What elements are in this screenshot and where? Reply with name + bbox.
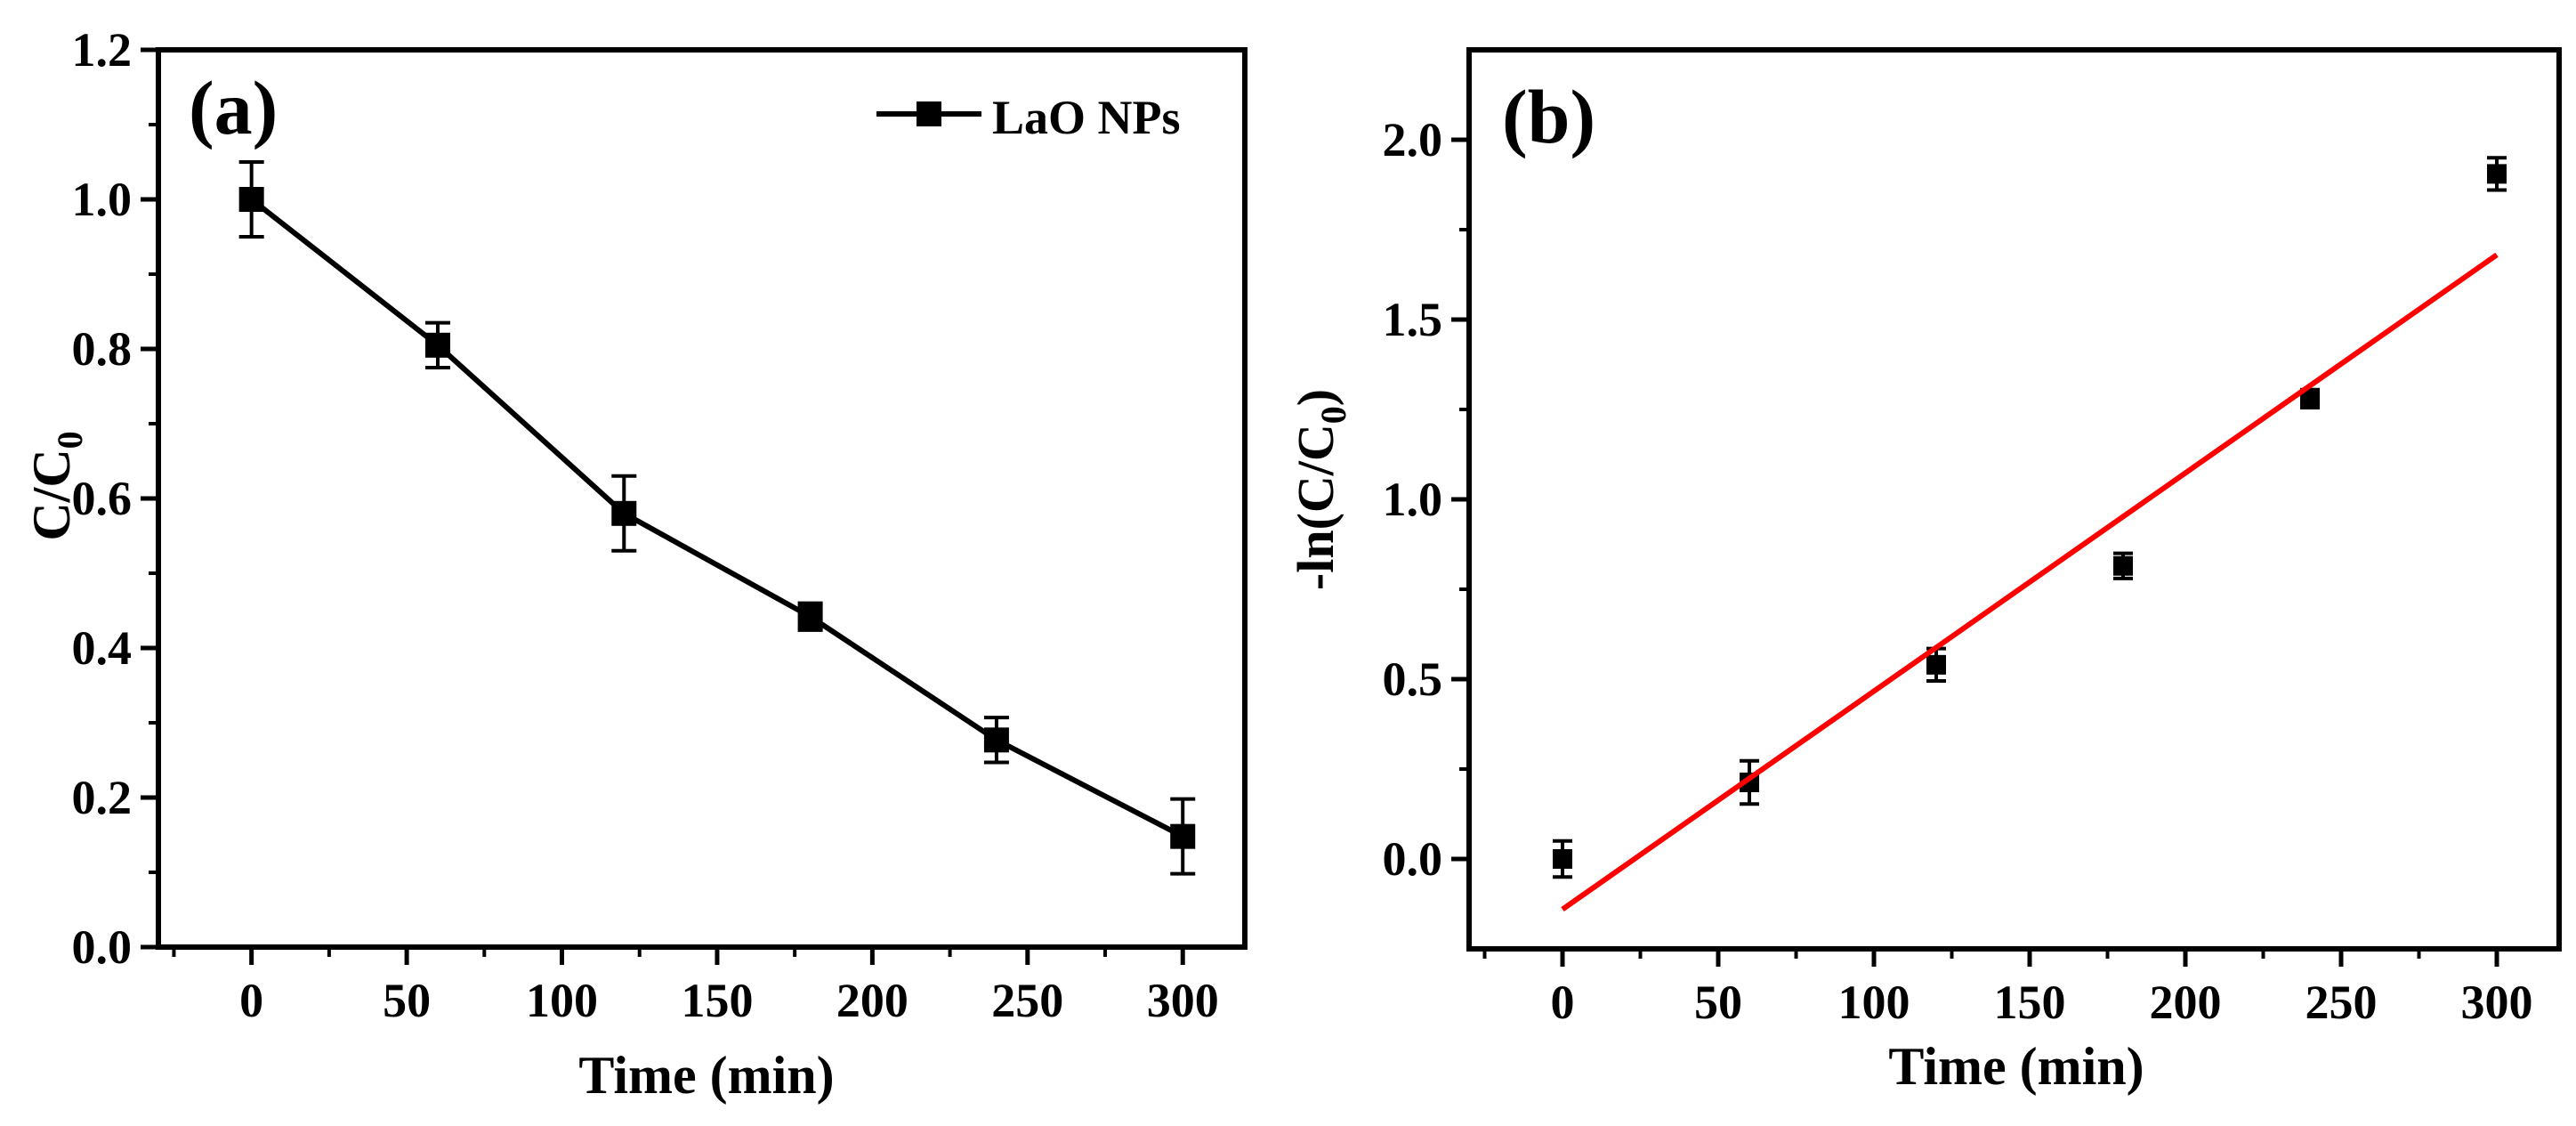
panel-a-y-axis-label-main: C/C	[22, 449, 81, 540]
panel-a-x-tick-label: 150	[681, 974, 753, 1027]
panel-b-y-axis-label-main: -ln(C/C	[1287, 424, 1345, 590]
panel-a-y-tick-label: 0.2	[72, 771, 133, 824]
panel-b-label: (b)	[1502, 74, 1595, 159]
panel-b-fit-line	[1561, 252, 2499, 912]
panel-a-y-tick-label: 0.4	[72, 621, 133, 675]
panel-b-ticks: 0 50 100 150 200 250 300 0.0 0.5 1.0 1.5 2.0	[1383, 113, 2533, 1029]
panel-a-y-axis-label-subscript: 0	[50, 431, 90, 449]
panel-b-y-tick-label: 1.0	[1383, 473, 1443, 526]
panel-b-y-tick-label: 0.0	[1383, 832, 1443, 886]
panel-b-y-tick-label: 1.5	[1383, 293, 1443, 346]
panel-b-data-point	[1926, 654, 1946, 675]
panel-a-data-point	[797, 604, 823, 629]
panel-a-x-tick-label: 300	[1147, 974, 1219, 1027]
panel-a-legend-label: LaO NPs	[992, 91, 1181, 144]
panel-a-x-tick-label: 100	[526, 974, 598, 1027]
panel-b-x-axis-label: Time (min)	[1888, 1037, 2144, 1096]
panel-a-y-tick-label: 1.2	[72, 23, 133, 77]
panel-a-label: (a)	[189, 65, 278, 150]
panel-b-x-tick-label: 300	[2461, 976, 2533, 1029]
panel-b-x-tick-label: 100	[1838, 976, 1910, 1029]
panel-a-series-line	[249, 197, 1184, 839]
panel-a-data-point	[1170, 823, 1196, 849]
panel-b-x-tick-label: 200	[2150, 976, 2222, 1029]
panel-a-x-tick-label: 50	[383, 974, 431, 1027]
panel-b-x-tick-label: 250	[2305, 976, 2378, 1029]
panel-a-y-axis-label: C/C0	[22, 431, 90, 540]
panel-b-y-axis-label: -ln(C/C0)	[1287, 389, 1353, 590]
panel-a-x-tick-label: 200	[836, 974, 908, 1027]
panel-a-ticks: 0 50 100 150 200 250 300 0.0 0.2 0.4 0.6 0.8 1.0 1.2	[72, 23, 1219, 1027]
panel-b-data-marks	[1553, 156, 2507, 912]
panel-a-x-tick-label: 250	[991, 974, 1063, 1027]
panel-b-chart: 0 50 100 150 200 250 300 0.0 0.5 1.0 1.5 2.0 (b) Ti…	[1287, 47, 2562, 1096]
panel-b-x-tick-label: 150	[1994, 976, 2066, 1029]
panel-a-y-tick-label: 0.6	[72, 472, 133, 525]
panel-a-data-point	[983, 727, 1009, 753]
panel-b-y-tick-label: 0.5	[1383, 652, 1443, 706]
panel-b-y-tick-label: 2.0	[1383, 113, 1443, 166]
panel-a-chart: 0 50 100 150 200 250 3000.00.20.40.60.81.01.2 …	[22, 23, 1248, 1105]
panel-a-data-point	[238, 187, 264, 212]
panel-b-data-point	[2113, 555, 2133, 576]
panel-a-y-tick-label: 1.0	[72, 173, 133, 226]
panel-a-x-tick-label: 0	[239, 974, 263, 1027]
panel-b-data-point	[1553, 849, 1572, 869]
panel-a-legend: LaO NPs	[876, 91, 1181, 144]
panel-b-y-axis-label-tail: )	[1287, 389, 1345, 406]
panel-a-data-marks	[238, 160, 1196, 876]
panel-a-x-axis-label: Time (min)	[578, 1046, 834, 1105]
panel-a-y-tick-label: 0.0	[72, 920, 133, 974]
panel-b-data-point	[2487, 164, 2507, 184]
panel-a-legend-marker	[917, 101, 941, 126]
panel-b-data-point	[2300, 388, 2320, 409]
panel-b-y-axis-label-subscript: 0	[1313, 406, 1353, 424]
panel-b-x-tick-label: 0	[1551, 976, 1575, 1029]
panel-a-y-tick-label: 0.8	[72, 322, 133, 376]
panel-b-x-tick-label: 50	[1694, 976, 1742, 1029]
panel-a-data-point	[611, 500, 637, 526]
panel-a-data-point	[424, 332, 450, 358]
